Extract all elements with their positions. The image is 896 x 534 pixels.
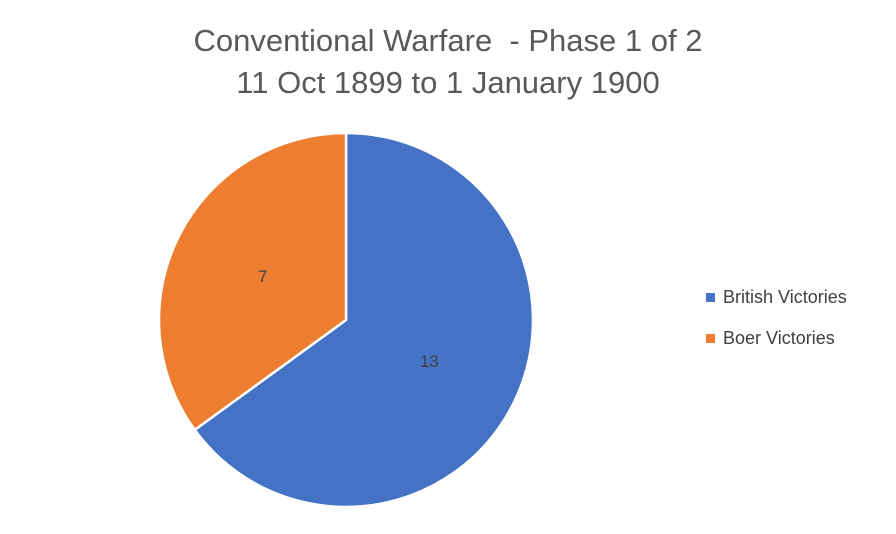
data-label-boer-victories: 7 bbox=[258, 267, 267, 286]
legend: British Victories Boer Victories bbox=[706, 285, 891, 367]
chart-title: Conventional Warfare - Phase 1 of 2 11 O… bbox=[0, 20, 896, 104]
chart-title-line-1: Conventional Warfare - Phase 1 of 2 bbox=[193, 23, 703, 58]
pie-slice-british-victories bbox=[193, 131, 535, 509]
data-label-british-victories: 13 bbox=[420, 352, 439, 371]
pie-slice-boer-victories bbox=[157, 131, 348, 432]
legend-item-boer-victories: Boer Victories bbox=[706, 326, 891, 350]
legend-item-british-victories: British Victories bbox=[706, 285, 891, 309]
legend-swatch-boer-victories bbox=[706, 333, 715, 343]
legend-label-boer-victories: Boer Victories bbox=[723, 327, 835, 348]
legend-label-british-victories: British Victories bbox=[723, 286, 847, 307]
chart-title-line-2: 11 Oct 1899 to 1 January 1900 bbox=[236, 65, 660, 100]
legend-swatch-british-victories bbox=[706, 292, 715, 302]
